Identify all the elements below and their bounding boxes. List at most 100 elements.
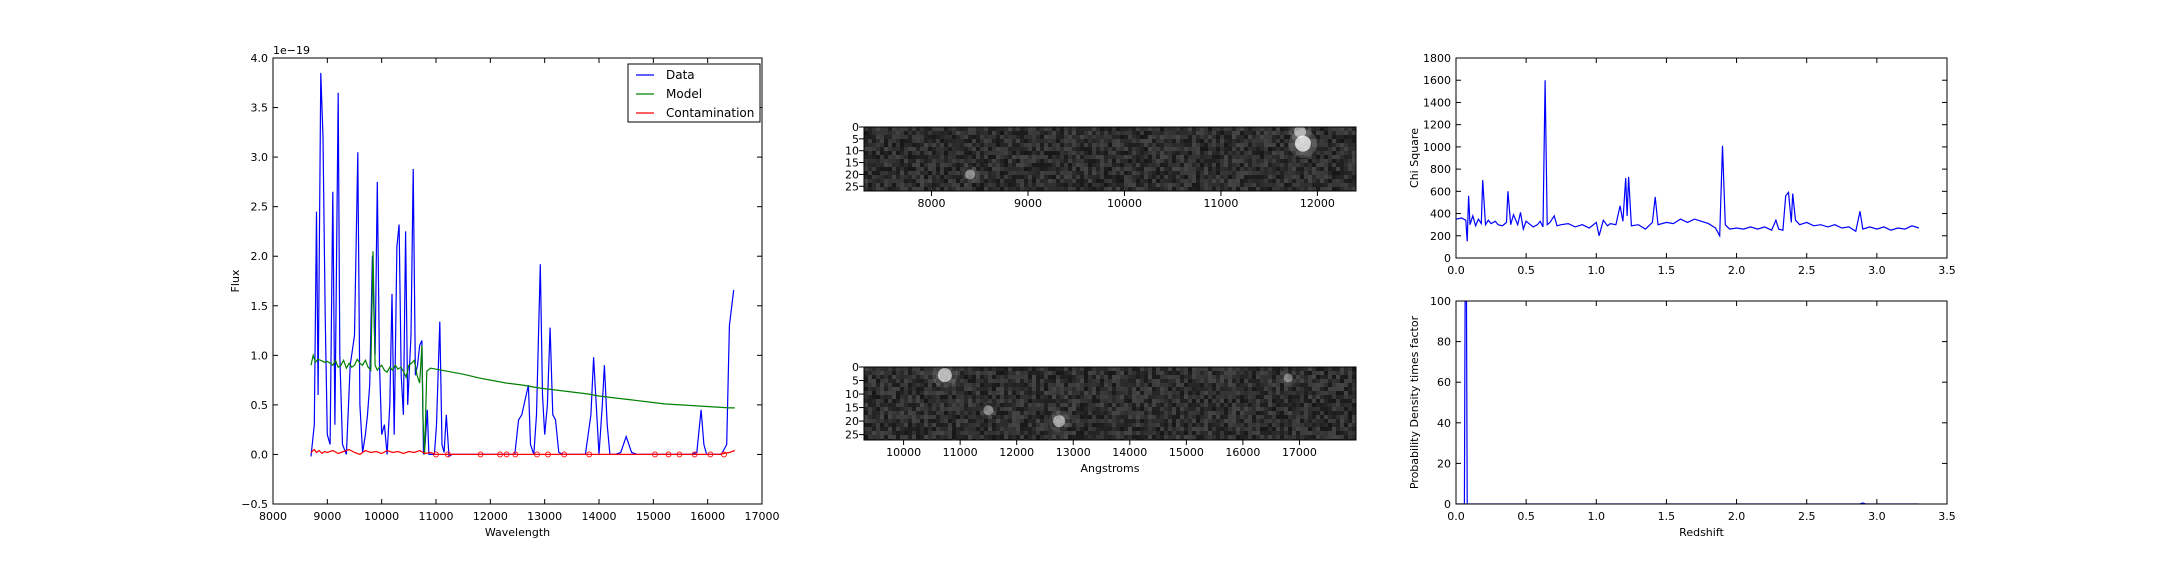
image-pixel [1188,175,1192,179]
image-pixel [1000,383,1004,387]
image-pixel [1264,135,1268,139]
image-pixel [1016,159,1020,163]
image-pixel [884,139,888,143]
image-pixel [1068,435,1072,439]
image-pixel [872,171,876,175]
image-pixel [1216,415,1220,419]
image-pixel [864,383,868,387]
image-pixel [1136,155,1140,159]
image-pixel [936,371,940,375]
x-tick-label: 16000 [690,510,725,523]
image-pixel [1124,127,1128,131]
image-pixel [1144,431,1148,435]
image-pixel [1264,383,1268,387]
image-pixel [1132,399,1136,403]
image-pixel [1332,371,1336,375]
image-pixel [876,155,880,159]
image-pixel [936,183,940,187]
image-pixel [1312,175,1316,179]
image-pixel [1040,427,1044,431]
image-pixel [1108,407,1112,411]
x-tick-label: 11000 [1203,197,1238,210]
image-pixel [1084,399,1088,403]
image-pixel [1200,139,1204,143]
image-pixel [1036,151,1040,155]
image-pixel [948,131,952,135]
image-pixel [952,163,956,167]
image-pixel [1184,435,1188,439]
image-pixel [1076,407,1080,411]
image-pixel [1016,135,1020,139]
image-pixel [1252,411,1256,415]
image-pixel [1036,179,1040,183]
x-tick-label: 2.5 [1798,264,1816,277]
image-pixel [1160,419,1164,423]
image-pixel [988,379,992,383]
image-pixel [1208,187,1212,191]
image-pixel [1084,179,1088,183]
image-pixel [1116,435,1120,439]
image-pixel [1188,127,1192,131]
image-pixel [1016,399,1020,403]
image-pixel [1180,163,1184,167]
image-pixel [900,171,904,175]
image-pixel [880,143,884,147]
image-pixel [1252,395,1256,399]
image-pixel [888,131,892,135]
image-pixel [1028,407,1032,411]
image-pixel [1168,435,1172,439]
image-pixel [1284,183,1288,187]
image-pixel [1140,147,1144,151]
image-pixel [1304,379,1308,383]
image-pixel [1328,127,1332,131]
image-pixel [976,411,980,415]
image-pixel [972,431,976,435]
image-pixel [1192,159,1196,163]
image-pixel [984,139,988,143]
image-pixel [1120,143,1124,147]
image-pixel [1308,183,1312,187]
image-pixel [1032,171,1036,175]
image-pixel [976,183,980,187]
image-pixel [1312,135,1316,139]
image-pixel [1208,387,1212,391]
image-pixel [912,151,916,155]
image-pixel [1256,379,1260,383]
image-pixel [1056,403,1060,407]
image-pixel [1324,135,1328,139]
image-pixel [1088,171,1092,175]
image-pixel [1180,395,1184,399]
image-pixel [1308,371,1312,375]
image-pixel [1144,423,1148,427]
image-pixel [1236,387,1240,391]
image-pixel [964,187,968,191]
image-pixel [1088,423,1092,427]
image-pixel [1312,163,1316,167]
image-pixel [1132,403,1136,407]
image-pixel [964,167,968,171]
image-pixel [960,143,964,147]
image-pixel [1328,183,1332,187]
image-pixel [1228,395,1232,399]
image-pixel [1276,407,1280,411]
image-pixel [1236,127,1240,131]
image-pixel [1112,379,1116,383]
image-pixel [992,435,996,439]
image-pixel [1100,403,1104,407]
image-pixel [1196,427,1200,431]
image-pixel [1140,411,1144,415]
image-pixel [992,395,996,399]
image-pixel [916,423,920,427]
image-pixel [912,171,916,175]
image-pixel [1048,383,1052,387]
image-pixel [1164,179,1168,183]
image-pixel [1296,419,1300,423]
image-pixel [1224,131,1228,135]
image-pixel [1224,139,1228,143]
image-pixel [976,139,980,143]
image-pixel [988,171,992,175]
image-pixel [1072,139,1076,143]
image-pixel [948,391,952,395]
image-pixel [924,127,928,131]
contamination-marker [534,451,540,458]
